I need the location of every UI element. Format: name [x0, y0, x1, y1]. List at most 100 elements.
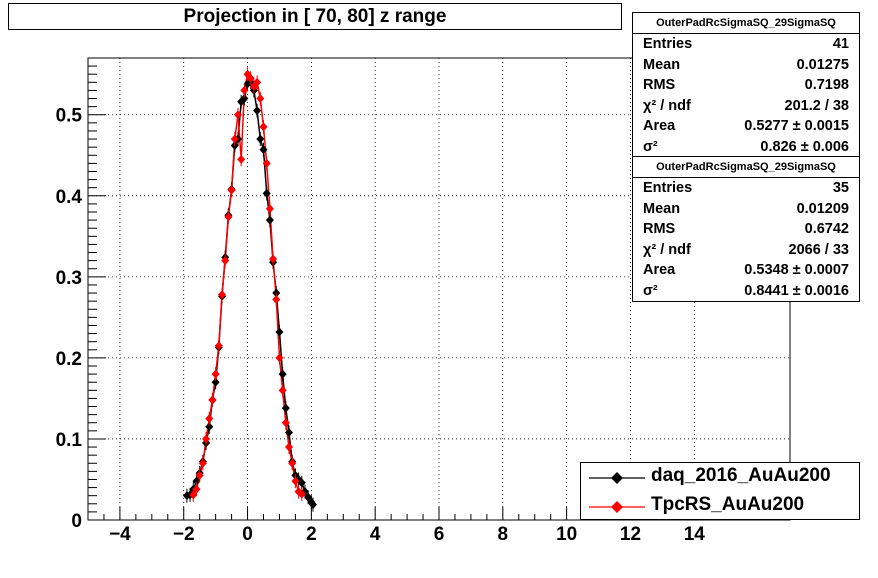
y-tick-label: 0.2: [56, 349, 82, 370]
stats-row-rms: RMS 0.7198: [633, 75, 859, 96]
stats-value: 0.8441 ± 0.0016: [744, 282, 849, 299]
data-point: [224, 212, 233, 222]
stats-key: Entries: [643, 36, 693, 52]
stats-row-rms: RMS 0.6742: [633, 219, 859, 240]
x-tick-label: 12: [620, 524, 641, 545]
x-tick-label: 14: [684, 524, 706, 545]
data-point: [297, 489, 306, 499]
stats-key: σ²: [643, 282, 658, 299]
data-point: [278, 369, 287, 379]
data-point: [253, 77, 262, 87]
stats-key: σ²: [643, 138, 658, 155]
x-tick-label: −4: [109, 524, 131, 545]
data-point: [256, 94, 265, 104]
legend-label: TpcRS_AuAu200: [651, 494, 805, 515]
data-point: [285, 442, 294, 452]
data-point: [259, 145, 268, 155]
stats-key: Area: [643, 118, 676, 134]
stats-row-entries: Entries 41: [633, 34, 859, 55]
data-point: [192, 476, 201, 486]
data-point: [205, 422, 214, 432]
stats-row-chi2: χ² / ndf 2066 / 33: [633, 240, 859, 261]
data-point: [230, 134, 239, 144]
data-point: [202, 434, 211, 444]
x-tick-label: −2: [173, 524, 195, 545]
stats-row-area: Area 0.5348 ± 0.0007: [633, 260, 859, 281]
data-point: [218, 290, 227, 300]
stats-value: 0.7198: [804, 77, 849, 93]
data-point: [189, 490, 198, 500]
stats-value: 0.6742: [804, 221, 849, 237]
data-point: [198, 458, 207, 468]
stats-row-chi2: χ² / ndf 201.2 / 38: [633, 96, 859, 117]
data-point: [233, 110, 242, 120]
data-points: [182, 67, 317, 512]
x-tick-label: 8: [498, 524, 509, 545]
x-tick-label: 6: [434, 524, 445, 545]
y-tick-label: 0.3: [56, 268, 82, 289]
x-tick-label: 0: [242, 524, 253, 545]
x-tick-labels: −4 −2 0 2 4 6 8 10 12 14: [109, 524, 705, 545]
stats-value: 0.01275: [796, 56, 849, 73]
legend-entry-tpcrs: TpcRS_AuAu200: [581, 492, 859, 520]
legend-marker-tpcrs: [589, 501, 645, 513]
legend: daq_2016_AuAu200 TpcRS_AuAu200: [580, 462, 860, 520]
data-point: [275, 353, 284, 363]
stats-key: χ² / ndf: [643, 241, 691, 258]
stats-row-area: Area 0.5277 ± 0.0015: [633, 116, 859, 137]
data-point: [211, 377, 220, 387]
stats-value: 35: [832, 180, 849, 196]
stats-value: 0.01209: [796, 200, 849, 217]
data-point: [281, 418, 290, 428]
data-point: [281, 403, 290, 413]
data-point: [259, 122, 268, 132]
data-point: [240, 85, 249, 95]
data-point: [297, 478, 306, 488]
data-point: [240, 94, 249, 104]
stats-value: 2066 / 33: [788, 241, 849, 258]
stats-value: 201.2 / 38: [784, 97, 850, 114]
data-point: [227, 185, 236, 195]
stats-key: Mean: [643, 56, 681, 73]
stats-value: 41: [832, 36, 849, 52]
stats-row-sigma: σ² 0.826 ± 0.006: [633, 137, 859, 158]
data-point: [262, 158, 271, 168]
stats-row-entries: Entries 35: [633, 178, 859, 199]
y-tick-labels: 0 0.1 0.2 0.3 0.4 0.5: [56, 106, 83, 532]
stats-key: Area: [643, 262, 676, 278]
x-tick-label: 10: [556, 524, 577, 545]
data-point: [221, 256, 230, 266]
data-point: [291, 476, 300, 486]
legend-marker-daq: [589, 472, 645, 484]
stats-key: RMS: [643, 221, 676, 237]
axis-ticks: [87, 57, 791, 521]
data-point: [265, 204, 274, 214]
data-point: [211, 369, 220, 379]
data-point: [214, 341, 223, 351]
stats-key: Mean: [643, 200, 681, 217]
chart-title: Projection in [ 70, 80] z range: [8, 3, 622, 30]
data-point: [237, 154, 246, 164]
data-point: [275, 327, 284, 337]
y-tick-label: 0.4: [56, 187, 83, 208]
data-point: [195, 470, 204, 480]
data-point: [192, 484, 201, 494]
data-point: [253, 106, 262, 116]
data-point: [262, 188, 271, 198]
stats-row-mean: Mean 0.01275: [633, 55, 859, 76]
stats-value: 0.826 ± 0.006: [760, 138, 849, 155]
stats-box-tpcrs: OuterPadRcSigmaSQ_29SigmaSQ Entries 35 Me…: [632, 156, 860, 302]
data-point: [269, 254, 278, 264]
stats-key: χ² / ndf: [643, 97, 691, 114]
x-tick-label: 4: [370, 524, 381, 545]
y-tick-label: 0.5: [56, 106, 83, 127]
data-point: [208, 395, 217, 405]
data-point: [308, 500, 317, 510]
legend-entry-daq: daq_2016_AuAu200: [581, 463, 859, 491]
stats-box-daq: OuterPadRcSigmaSQ_29SigmaSQ Entries 41 Me…: [632, 12, 860, 158]
data-point: [246, 73, 255, 83]
data-point: [256, 134, 265, 144]
stats-row-mean: Mean 0.01209: [633, 199, 859, 220]
stats-key: Entries: [643, 180, 693, 196]
